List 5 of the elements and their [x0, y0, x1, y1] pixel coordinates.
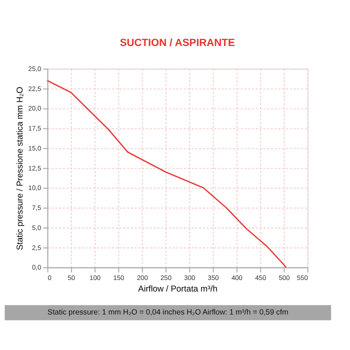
text: Static pressure: 1 mm H₂O = 0,04 inches H₂O Airflow: 1 m³/h = 0,59 cfm	[48, 308, 288, 317]
chart-title: SUCTION / ASPIRANTE	[120, 38, 235, 49]
line-series	[46, 80, 287, 268]
y-axis-title: Static pressure / Pressione statica mm H₂O	[14, 86, 25, 250]
x-axis-title: Airflow / Portata m³/h	[138, 283, 218, 294]
